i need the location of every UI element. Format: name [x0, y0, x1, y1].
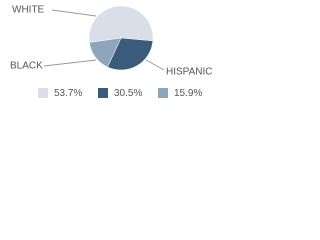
legend-label: 53.7%: [54, 88, 82, 99]
pie-slice: [88, 5, 154, 43]
legend-label: 30.5%: [114, 88, 142, 99]
pie-slice: [89, 37, 122, 68]
label-connector: [51, 9, 97, 17]
pie-slice: [107, 37, 154, 71]
chart: WHITE HISPANIC BLACK 53.7% 30.5% 15.9%: [10, 5, 213, 100]
slice-label: HISPANIC: [166, 67, 213, 78]
slice-label: BLACK: [10, 61, 43, 72]
label-connector: [43, 59, 97, 67]
legend-swatch: [98, 88, 108, 98]
legend-swatch: [38, 88, 48, 98]
label-connector: [145, 59, 165, 71]
legend-label: 15.9%: [174, 88, 202, 99]
slice-label: WHITE: [12, 5, 45, 16]
legend-swatch: [158, 88, 168, 98]
